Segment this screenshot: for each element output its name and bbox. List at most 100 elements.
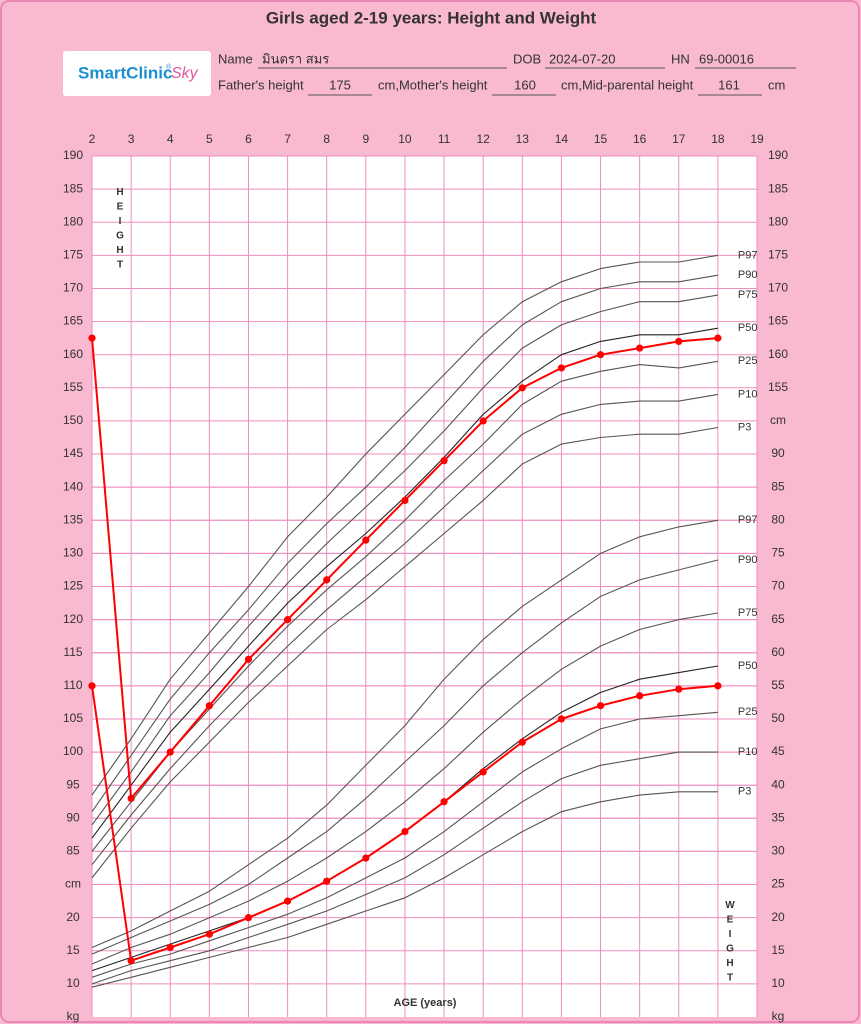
- data-point: [675, 337, 683, 346]
- grid: [91, 155, 758, 1017]
- y-tick-label: 100: [63, 744, 83, 758]
- y-tick-label: 190: [63, 148, 83, 162]
- y-tick-label: 170: [63, 281, 83, 295]
- logo-box: [63, 51, 211, 96]
- field-value: 161: [718, 77, 740, 92]
- y-tick-label: 145: [63, 446, 83, 460]
- labels: 2 3 4 5 6 7 8 9 10 11 12 13 14 15 16 17 18 19859095100105…: [63, 132, 788, 1023]
- data-point: [166, 943, 174, 952]
- percentile-label: P25: [738, 355, 758, 367]
- field-value: 69-00016: [699, 51, 754, 66]
- y2-tick-label: 30: [771, 844, 785, 858]
- percentile-line: [91, 612, 718, 965]
- x-tick-label: 9: [362, 132, 369, 146]
- y-unit-label: cm: [770, 413, 786, 427]
- y-tick-label: 90: [66, 810, 80, 824]
- x-tick-label: 18: [711, 132, 725, 146]
- data-point: [636, 344, 644, 352]
- data-point: [323, 877, 331, 885]
- percentile-label: P10: [738, 746, 758, 758]
- field-value: 2024-07-20: [549, 51, 616, 66]
- y2-tick-label: 15: [771, 943, 785, 957]
- x-tick-label: 12: [476, 132, 490, 146]
- percentile-line: [91, 519, 718, 949]
- y-tick-label: 105: [63, 711, 83, 725]
- data-point: [166, 748, 174, 756]
- percentile-label: P25: [738, 706, 758, 718]
- y2-tick-label: 10: [771, 976, 785, 990]
- data-point: [362, 854, 370, 862]
- y2-tick-label: 50: [771, 711, 785, 725]
- data-point: [518, 738, 526, 746]
- percentile-label: P90: [738, 269, 758, 281]
- percentile-label: P3: [738, 421, 751, 433]
- chart-title: Girls aged 2-19 years: Height and Weight: [266, 8, 597, 27]
- data-point: [636, 692, 644, 700]
- data-point: [401, 827, 409, 836]
- percentile-label: P10: [738, 388, 758, 400]
- data-point: [557, 364, 566, 372]
- data-point: [596, 351, 605, 359]
- data-point: [244, 655, 253, 663]
- x-tick-label: 10: [398, 132, 412, 146]
- percentile-label: P75: [738, 289, 758, 301]
- field-label: Father's height: [218, 77, 304, 92]
- y-tick-label: 135: [63, 512, 83, 526]
- data-point: [479, 417, 487, 425]
- y-tick-label: 160: [768, 347, 788, 361]
- percentile-line: [91, 711, 718, 978]
- x-tick-label: 8: [323, 132, 330, 146]
- data-point: [675, 685, 683, 693]
- data-point: [323, 576, 331, 584]
- y2-unit-label: kg: [67, 1009, 80, 1023]
- percentile-label: P3: [738, 786, 751, 798]
- data-point: [440, 457, 448, 465]
- field-label: Name: [218, 51, 253, 66]
- data-point: [518, 384, 526, 392]
- data-point: [714, 334, 722, 342]
- field-value: 175: [329, 77, 351, 92]
- y2-tick-label: 10: [66, 976, 80, 990]
- x-tick-label: 17: [672, 132, 686, 146]
- y2-tick-label: 15: [66, 943, 80, 957]
- y2-tick-label: 65: [771, 612, 785, 626]
- data-point: [479, 768, 487, 776]
- percentile-line: [91, 294, 718, 826]
- y-tick-label: 160: [63, 347, 83, 361]
- data-point: [714, 682, 722, 690]
- percentile-label: P97: [738, 249, 758, 261]
- y2-tick-label: 20: [66, 910, 80, 924]
- percentile-line: [91, 393, 718, 866]
- y2-tick-label: 55: [771, 678, 785, 692]
- data-point: [127, 957, 135, 965]
- y-tick-label: 190: [768, 148, 788, 162]
- percentile-label: P50: [738, 322, 758, 334]
- y-tick-label: 185: [63, 181, 83, 195]
- y2-tick-label: 45: [771, 744, 785, 758]
- percentile-label: P75: [738, 607, 758, 619]
- field-label: cm,Mother's height: [378, 77, 488, 92]
- percentile-line: [91, 360, 718, 852]
- x-tick-label: 3: [128, 132, 135, 146]
- y-tick-label: 165: [768, 314, 788, 328]
- y2-tick-label: 35: [771, 810, 785, 824]
- data-point: [127, 794, 135, 803]
- y-tick-label: 120: [63, 612, 83, 626]
- field-value: 160: [514, 77, 536, 92]
- data-point: [205, 702, 213, 710]
- percentile-line: [91, 559, 719, 955]
- x-tick-label: 14: [555, 132, 569, 146]
- x-tick-label: 4: [167, 132, 174, 146]
- y-tick-label: 110: [63, 678, 82, 692]
- y-tick-label: 155: [768, 380, 788, 394]
- y2-tick-label: 90: [771, 446, 785, 460]
- percentile-label: P90: [738, 554, 758, 566]
- y-tick-label: 170: [768, 281, 788, 295]
- y2-tick-label: 60: [771, 645, 785, 659]
- percentile-label: P50: [738, 660, 758, 672]
- x-tick-label: 2: [89, 132, 96, 146]
